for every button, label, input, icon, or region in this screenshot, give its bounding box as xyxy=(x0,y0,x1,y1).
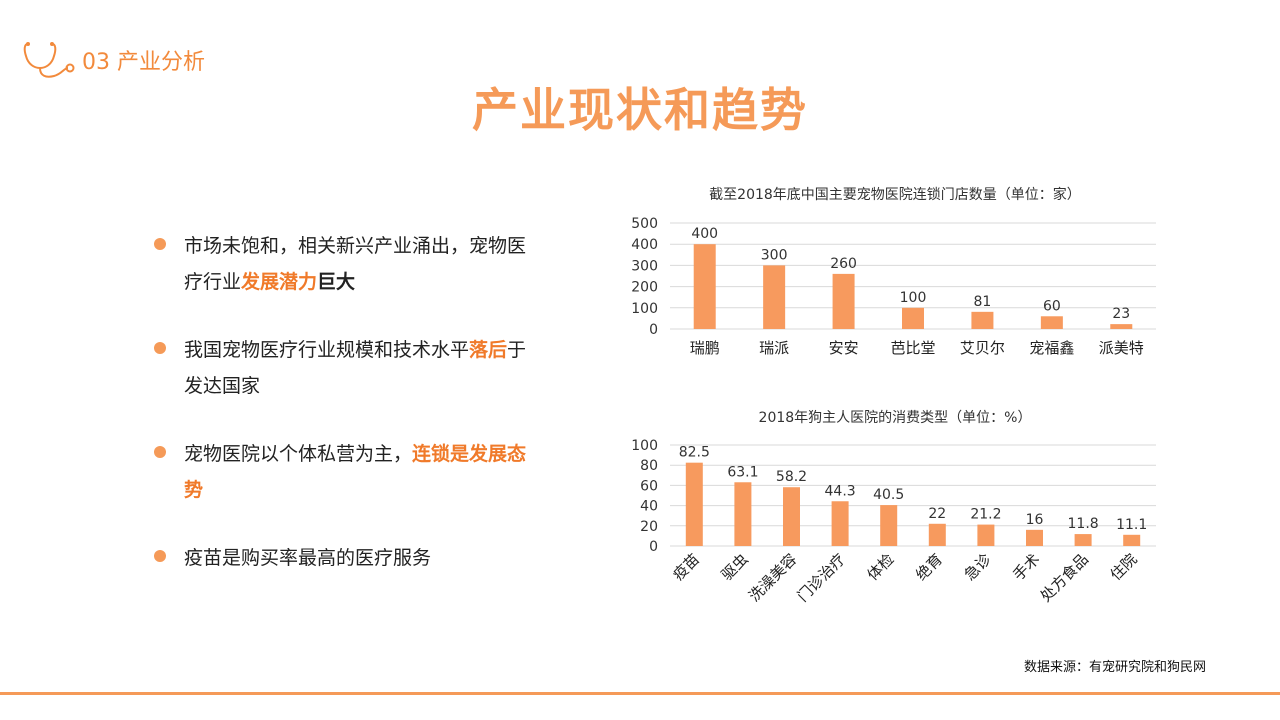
bar xyxy=(832,273,855,329)
y-tick-label: 0 xyxy=(649,539,658,555)
bar xyxy=(1110,324,1133,329)
bar xyxy=(831,501,849,546)
bullet-normal-text: 我国宠物医疗行业规模和技术水平 xyxy=(184,339,470,361)
x-tick-label: 安安 xyxy=(829,339,859,357)
x-tick-label: 住院 xyxy=(1107,550,1141,584)
chart2-title: 2018年狗主人医院的消费类型（单位：%） xyxy=(758,410,1032,426)
bullet-text: 市场未饱和，相关新兴产业涌出，宠物医疗行业发展潜力巨大 xyxy=(184,235,526,293)
bar xyxy=(928,523,946,546)
y-tick-label: 0 xyxy=(649,322,658,338)
bullet-text: 宠物医院以个体私营为主，连锁是发展态势 xyxy=(184,443,526,501)
bullet-normal-text: 市场未饱和，相关新兴产业涌出，宠物医疗行业 xyxy=(184,235,527,293)
bullet-text: 我国宠物医疗行业规模和技术水平落后于发达国家 xyxy=(184,339,526,397)
data-label: 22 xyxy=(928,506,946,522)
bar xyxy=(693,244,716,329)
x-tick-label: 绝育 xyxy=(912,550,946,584)
bar xyxy=(880,505,898,546)
data-label: 58.2 xyxy=(776,469,807,485)
x-tick-label: 瑞鹏 xyxy=(690,339,720,357)
bar xyxy=(685,462,703,546)
bar xyxy=(1040,316,1063,329)
data-label: 100 xyxy=(900,290,927,306)
bar xyxy=(734,482,752,546)
bullet-normal-text: 疫苗是购买率最高的医疗服务 xyxy=(184,547,432,569)
bullet-normal-text: 于发达国家 xyxy=(184,339,527,397)
bar xyxy=(763,265,786,329)
data-label: 23 xyxy=(1112,306,1130,322)
bullet-bold-text: 巨大 xyxy=(317,271,356,293)
data-label: 16 xyxy=(1026,512,1044,528)
y-tick-label: 100 xyxy=(631,438,658,454)
x-tick-label: 处方食品 xyxy=(1037,550,1092,605)
x-tick-label: 派美特 xyxy=(1099,339,1144,357)
bullet-highlight-text: 落后 xyxy=(469,339,508,361)
bullet-highlight-text: 发展潜力 xyxy=(241,271,318,293)
bullet-dot-icon xyxy=(154,342,166,354)
y-tick-label: 200 xyxy=(631,280,658,296)
x-tick-label: 宠福鑫 xyxy=(1029,339,1074,357)
bullet-item: 我国宠物医疗行业规模和技术水平落后于发达国家 xyxy=(152,332,532,404)
data-label: 82.5 xyxy=(679,445,710,461)
bar xyxy=(977,524,995,546)
data-label: 300 xyxy=(761,247,788,263)
bullet-text: 疫苗是购买率最高的医疗服务 xyxy=(184,547,431,569)
x-tick-label: 体检 xyxy=(864,550,898,584)
data-label: 44.3 xyxy=(825,483,856,499)
bullet-normal-text: 宠物医院以个体私营为主， xyxy=(184,443,413,465)
data-label: 11.8 xyxy=(1068,516,1099,532)
x-tick-label: 疫苗 xyxy=(669,550,703,584)
bar xyxy=(902,307,924,329)
data-label: 11.1 xyxy=(1116,517,1147,533)
x-tick-label: 瑞派 xyxy=(759,339,789,357)
bar xyxy=(1026,529,1043,546)
chart-store-count: 0 100 200 300 400 500 400 瑞鹏 300 瑞派 260 安安 100 芭比堂 81 艾… xyxy=(631,216,1156,357)
bullet-highlight-text: 连锁是发展态势 xyxy=(184,443,527,501)
source-note: 数据来源：有宠研究院和狗民网 xyxy=(1023,660,1206,675)
x-tick-label: 驱虫 xyxy=(718,550,752,584)
bullet-dot-icon xyxy=(154,550,166,562)
y-tick-label: 60 xyxy=(640,478,658,494)
section-label: 03 产业分析 xyxy=(82,50,205,75)
y-tick-label: 20 xyxy=(640,519,658,535)
y-tick-label: 40 xyxy=(640,499,658,515)
chart-consumption-type: 0 20 40 60 80 100 82.5 疫苗 63.1 驱虫 58.2 洗澡美容 44.3 门诊治疗… xyxy=(631,438,1156,605)
bar xyxy=(971,311,994,329)
bullet-dot-icon xyxy=(154,446,166,458)
y-tick-label: 400 xyxy=(631,237,658,253)
bullet-item: 宠物医院以个体私营为主，连锁是发展态势 xyxy=(152,436,532,508)
bullet-item: 疫苗是购买率最高的医疗服务 xyxy=(152,540,532,576)
y-tick-label: 80 xyxy=(640,458,658,474)
data-label: 40.5 xyxy=(873,487,904,503)
bullet-list: 市场未饱和，相关新兴产业涌出，宠物医疗行业发展潜力巨大 我国宠物医疗行业规模和技… xyxy=(152,228,532,608)
data-label: 81 xyxy=(974,294,992,310)
x-tick-label: 急诊 xyxy=(961,550,995,584)
y-tick-label: 100 xyxy=(631,301,658,317)
data-label: 63.1 xyxy=(727,464,758,480)
bar xyxy=(1123,534,1141,546)
x-tick-label: 门诊治疗 xyxy=(794,550,849,605)
page-title: 产业现状和趋势 xyxy=(472,83,808,137)
data-label: 21.2 xyxy=(970,507,1001,523)
x-tick-label: 洗澡美容 xyxy=(745,550,800,605)
data-label: 400 xyxy=(691,226,718,242)
bar xyxy=(1074,534,1092,546)
chart1-title: 截至2018年底中国主要宠物医院连锁门店数量（单位：家） xyxy=(709,187,1081,203)
data-label: 60 xyxy=(1043,298,1061,314)
x-tick-label: 艾贝尔 xyxy=(960,339,1005,357)
stethoscope-icon xyxy=(23,42,75,78)
bullet-item: 市场未饱和，相关新兴产业涌出，宠物医疗行业发展潜力巨大 xyxy=(152,228,532,300)
bar xyxy=(783,487,800,546)
bottom-divider xyxy=(0,692,1280,695)
data-label: 260 xyxy=(830,256,857,272)
bullet-dot-icon xyxy=(154,238,166,250)
x-tick-label: 芭比堂 xyxy=(890,339,935,357)
y-tick-label: 300 xyxy=(631,258,658,274)
section-tag: 03 产业分析 xyxy=(22,40,205,80)
x-tick-label: 手术 xyxy=(1009,550,1043,584)
y-tick-label: 500 xyxy=(631,216,658,232)
